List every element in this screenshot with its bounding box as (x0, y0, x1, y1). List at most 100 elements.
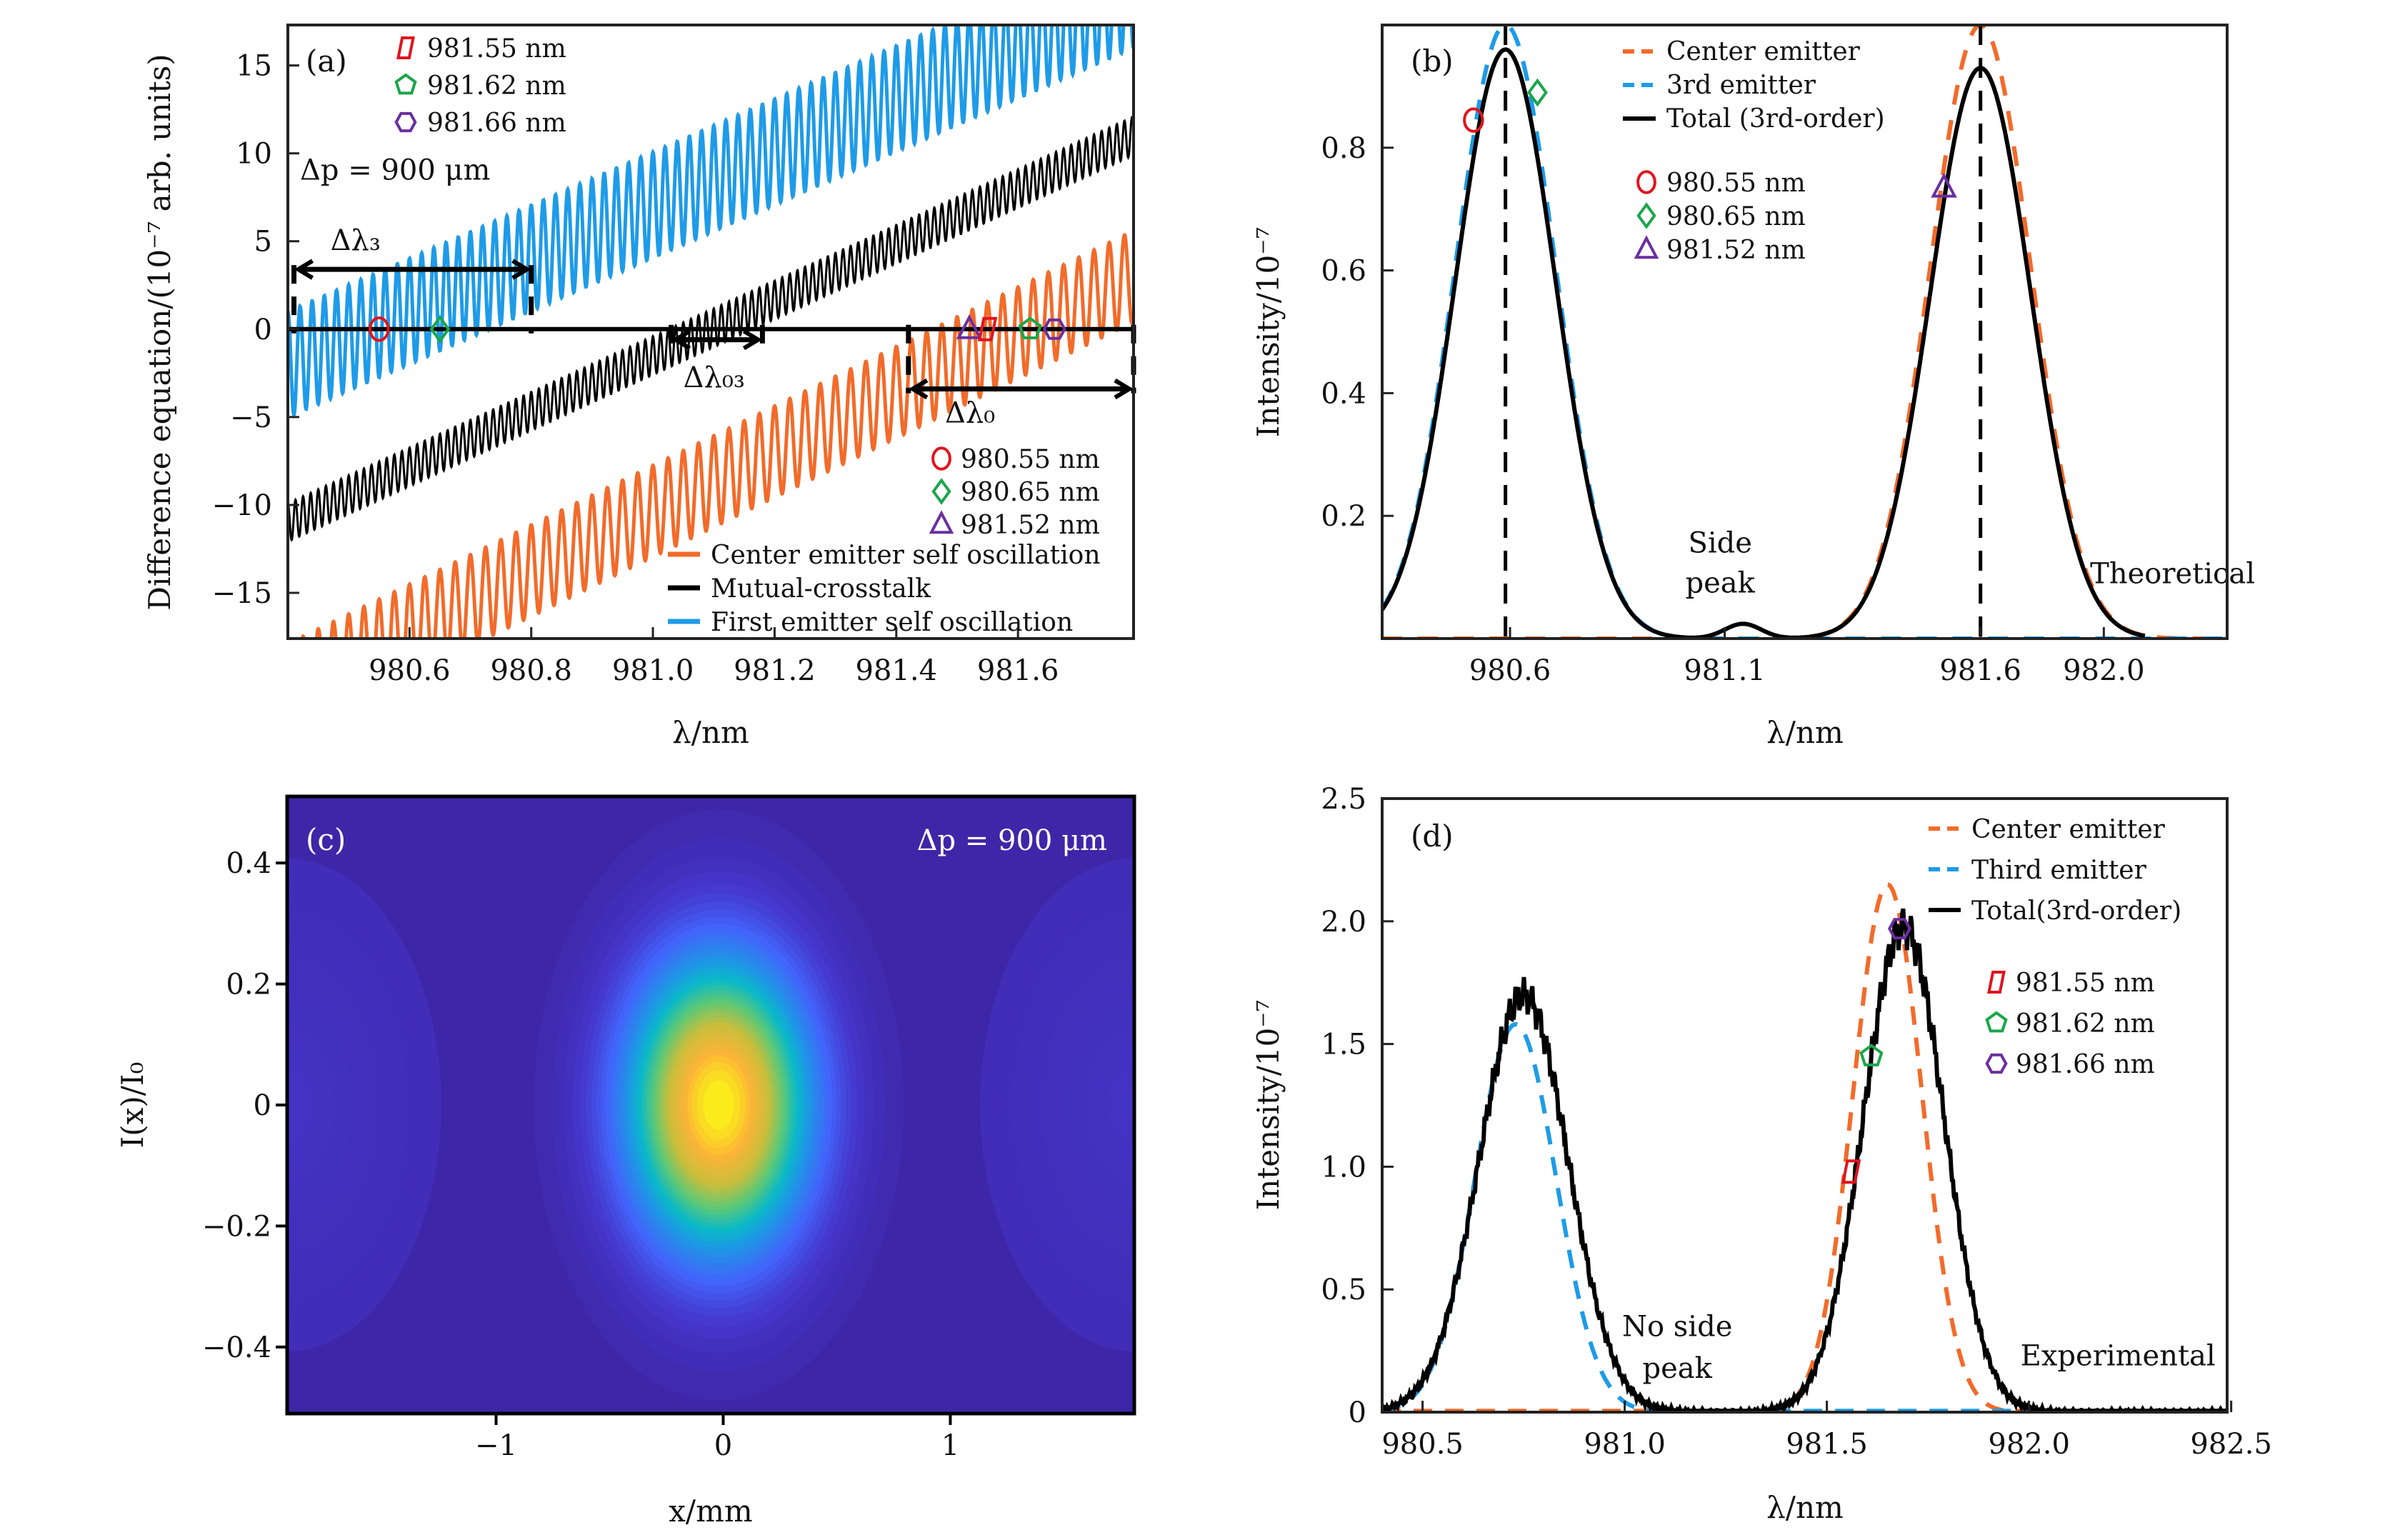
legend-label: 980.65 nm (1666, 202, 1806, 231)
y-tick-label: 2.5 (1321, 783, 1366, 816)
legend-label: 980.55 nm (1666, 169, 1806, 198)
arrow-head-left (294, 259, 314, 280)
x-tick-label: 982.0 (2063, 654, 2145, 687)
arrow-head-right (511, 259, 531, 280)
legend-label: 980.55 nm (961, 445, 1100, 474)
x-tick-label: 982.5 (2190, 1428, 2272, 1461)
panel-b-ticks: 980.6 981.1 981.6 982.0 0.2 0.4 0.6 0.8 (1321, 132, 2144, 687)
panel-a-xlabel: λ/nm (672, 715, 749, 750)
y-tick-label: 0.4 (1321, 377, 1366, 410)
marker-parallelogram (977, 316, 998, 341)
y-tick-label: 0.8 (1321, 132, 1366, 165)
y-tick-label: 2.0 (1321, 906, 1366, 939)
x-tick-label: 981.6 (977, 654, 1059, 687)
legend-marker (1636, 202, 1656, 229)
panel-a-tag: (a) (306, 44, 347, 79)
y-tick-label: −5 (230, 401, 272, 434)
panel-b-xlabel: λ/nm (1766, 715, 1844, 750)
x-tick-label: 980.6 (1469, 654, 1551, 687)
heatmap-contour-2 (1121, 1084, 1134, 1126)
annotation: Experimental (2021, 1340, 2216, 1373)
y-tick-label: −0.2 (202, 1210, 271, 1243)
legend-marker (1636, 170, 1656, 194)
y-tick-label: 0.6 (1321, 255, 1366, 288)
legend-marker (394, 73, 417, 95)
panel-d-overlay: No side peak Experimental (1622, 918, 2216, 1385)
y-tick-label: −0.4 (202, 1331, 271, 1364)
x-tick-label: 981.4 (856, 654, 938, 687)
legend-label: 981.52 nm (961, 511, 1100, 540)
marker-parallelogram (1841, 1159, 1861, 1184)
annotation: Δλ₃ (331, 224, 381, 257)
legend-label: 981.52 nm (1666, 236, 1806, 265)
annotation: peak (1643, 1352, 1713, 1385)
annotation: No side (1622, 1310, 1732, 1343)
legend-marker (1987, 971, 2006, 994)
panel-d-tag: (d) (1411, 819, 1454, 854)
y-tick-label: 1.0 (1321, 1151, 1366, 1184)
legend-label: Center emitter self oscillation (711, 541, 1101, 570)
y-tick-label: 5 (254, 226, 272, 259)
y-tick-label: −15 (212, 577, 272, 610)
legend-label: Mutual-crosstalk (711, 574, 931, 604)
panel-c-tag: (c) (306, 822, 346, 857)
x-tick-label: 981.6 (1939, 654, 2021, 687)
series-line-2 (1382, 47, 2146, 639)
heatmap-contour-0 (703, 1080, 734, 1130)
panel-a: Δp = 900 μm Δλ₃ Δλ₀₃ Δλ₀ 980.6 980.8 981.0 981… (142, 24, 1136, 750)
legend-marker (929, 510, 954, 534)
marker-hexagon (1887, 918, 1912, 940)
x-tick-label: 981.2 (734, 654, 816, 687)
y-tick-label: 0 (254, 314, 272, 346)
y-tick-label: 10 (236, 138, 272, 171)
legend-label: 981.66 nm (427, 109, 566, 138)
marker-pentagon (1018, 316, 1042, 339)
panel-d-legend: Center emitter Third emitter Total(3rd-ord… (1929, 815, 2181, 1079)
y-tick-label: −10 (212, 489, 272, 522)
legend-label: Center emitter (1666, 37, 1861, 66)
series-line-1 (288, 115, 1134, 542)
x-tick-label: 1 (941, 1429, 959, 1462)
y-tick-label: 0 (1349, 1396, 1366, 1429)
marker-triangle (1931, 172, 1957, 198)
legend-label: First emitter self oscillation (711, 608, 1073, 637)
series-line-2 (288, 25, 1134, 417)
span-bracket (291, 259, 534, 334)
panel-d-ylabel: Intensity/10⁻⁷ (1251, 1000, 1286, 1211)
panel-c-xlabel: x/mm (669, 1494, 753, 1529)
series-line-0 (300, 232, 1134, 639)
x-tick-label: −1 (475, 1429, 517, 1462)
legend-label: 981.62 nm (2016, 1009, 2155, 1039)
marker-hexagon (1042, 318, 1066, 340)
panel-b-overlay: Side peak Theoretical (1463, 78, 2255, 600)
arrow-head-right (742, 329, 763, 351)
legend-label: Total (3rd-order) (1666, 104, 1885, 134)
x-tick-label: 981.0 (1584, 1428, 1666, 1461)
x-tick-label: 0 (714, 1429, 732, 1462)
x-tick-label: 981.0 (612, 654, 694, 687)
y-tick-label: 0.5 (1321, 1274, 1366, 1306)
y-tick-label: 0.4 (226, 847, 271, 880)
panel-d-ticks: 980.5 981.0 981.5 982.0 982.5 0 0.5 1.0 1.5 2.0 2.… (1321, 783, 2272, 1461)
marker-circle (369, 316, 390, 342)
annotation: Δλ₀₃ (684, 361, 745, 394)
marker-diamond (429, 314, 451, 344)
panel-b-frame (1381, 24, 2229, 640)
panel-b-plot-area (1382, 25, 2227, 639)
panel-c-annotation: Δp = 900 μm (917, 824, 1107, 857)
legend-label: Total(3rd-order) (1971, 896, 2181, 926)
panel-d-frame (1381, 797, 2229, 1414)
legend-label: Third emitter (1971, 856, 2147, 885)
panel-b-ylabel: Intensity/10⁻⁷ (1251, 227, 1286, 438)
marker-circle (1463, 107, 1484, 133)
x-tick-label: 981.5 (1786, 1428, 1868, 1461)
x-tick-label: 980.8 (490, 654, 572, 687)
annotation: peak (1686, 567, 1756, 600)
panel-b-tag: (b) (1411, 44, 1454, 79)
x-tick-label: 980.6 (369, 654, 451, 687)
legend-label: 981.55 nm (2016, 969, 2155, 998)
arrow-head-left (671, 329, 691, 351)
panel-c-heatmap (287, 796, 1134, 1414)
